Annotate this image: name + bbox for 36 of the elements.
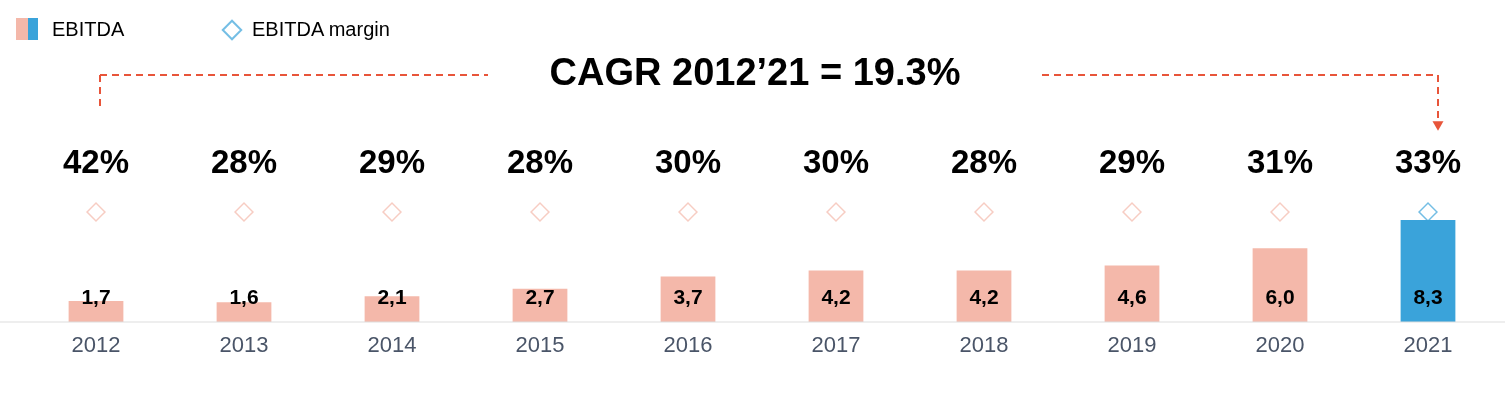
data-label: 4,6 (1117, 285, 1147, 308)
text: 28% (950, 143, 1018, 180)
data-label: 1,6 (229, 285, 259, 308)
x-tick-label: 2019 (1107, 331, 1157, 357)
text: 31% (1246, 143, 1314, 180)
bar (1104, 265, 1160, 322)
x-tick-label: 2021 (1403, 331, 1453, 357)
data-label: 2,1 (377, 285, 407, 308)
x-tick-label: 2013 (219, 331, 269, 357)
data-label: 4,2 (969, 285, 999, 308)
x-tick-label: 2017 (811, 331, 861, 357)
text: 29% (1098, 143, 1166, 180)
text: 33% (1394, 143, 1462, 180)
data-label: 6,0 (1265, 285, 1295, 308)
text: 30% (802, 143, 870, 180)
text: EBITDA margin (252, 18, 390, 40)
data-label: 2,7 (525, 285, 555, 308)
x-tick-label: 2018 (959, 331, 1009, 357)
x-tick-label: 2016 (663, 331, 713, 357)
data-label: 1,7 (81, 285, 111, 308)
text: CAGR 2012’21 = 19.3% (549, 51, 961, 93)
text: 30% (654, 143, 722, 180)
x-tick-label: 2014 (367, 331, 417, 357)
data-label: 8,3 (1413, 285, 1443, 308)
legend-label: EBITDA (52, 18, 125, 40)
data-label: 3,7 (673, 285, 703, 308)
text: 28% (506, 143, 574, 180)
text: 29% (358, 143, 426, 180)
text: 42% (62, 143, 130, 180)
bar (1252, 248, 1308, 322)
x-tick-label: 2012 (71, 331, 121, 357)
bar (1400, 220, 1456, 322)
data-label: 4,2 (821, 285, 851, 308)
x-tick-label: 2015 (515, 331, 565, 357)
x-tick-label: 2020 (1255, 331, 1305, 357)
text: 28% (210, 143, 278, 180)
